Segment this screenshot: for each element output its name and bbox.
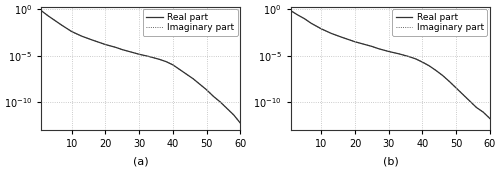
Imaginary part — [356, 42, 362, 44]
Text: (a): (a) — [133, 157, 148, 167]
Imaginary part — [72, 32, 78, 34]
Imaginary part — [38, 10, 44, 12]
Imaginary part — [322, 29, 328, 31]
Real part — [89, 39, 95, 41]
Text: (b): (b) — [382, 157, 398, 167]
Real part — [412, 58, 418, 60]
Line: Imaginary part: Imaginary part — [42, 11, 240, 123]
Real part — [352, 41, 358, 43]
Imaginary part — [346, 38, 352, 40]
Real part — [356, 42, 362, 44]
Line: Imaginary part: Imaginary part — [291, 11, 490, 119]
Imaginary part — [106, 44, 112, 47]
Imaginary part — [352, 41, 358, 43]
Real part — [487, 118, 493, 120]
Imaginary part — [487, 118, 493, 120]
Line: Real part: Real part — [291, 11, 490, 119]
Real part — [338, 36, 344, 38]
Imaginary part — [238, 122, 244, 124]
Real part — [346, 38, 352, 40]
Imaginary part — [102, 43, 108, 46]
Imaginary part — [96, 41, 102, 43]
Real part — [38, 10, 44, 12]
Real part — [72, 32, 78, 34]
Real part — [96, 41, 102, 43]
Real part — [102, 43, 108, 46]
Real part — [163, 61, 169, 63]
Imaginary part — [89, 39, 95, 41]
Real part — [106, 44, 112, 47]
Imaginary part — [338, 36, 344, 38]
Line: Real part: Real part — [42, 11, 240, 123]
Imaginary part — [163, 61, 169, 63]
Legend: Real part, Imaginary part: Real part, Imaginary part — [392, 9, 488, 36]
Real part — [288, 10, 294, 12]
Legend: Real part, Imaginary part: Real part, Imaginary part — [142, 9, 238, 36]
Real part — [322, 29, 328, 31]
Imaginary part — [288, 10, 294, 12]
Imaginary part — [412, 58, 418, 60]
Real part — [238, 122, 244, 124]
